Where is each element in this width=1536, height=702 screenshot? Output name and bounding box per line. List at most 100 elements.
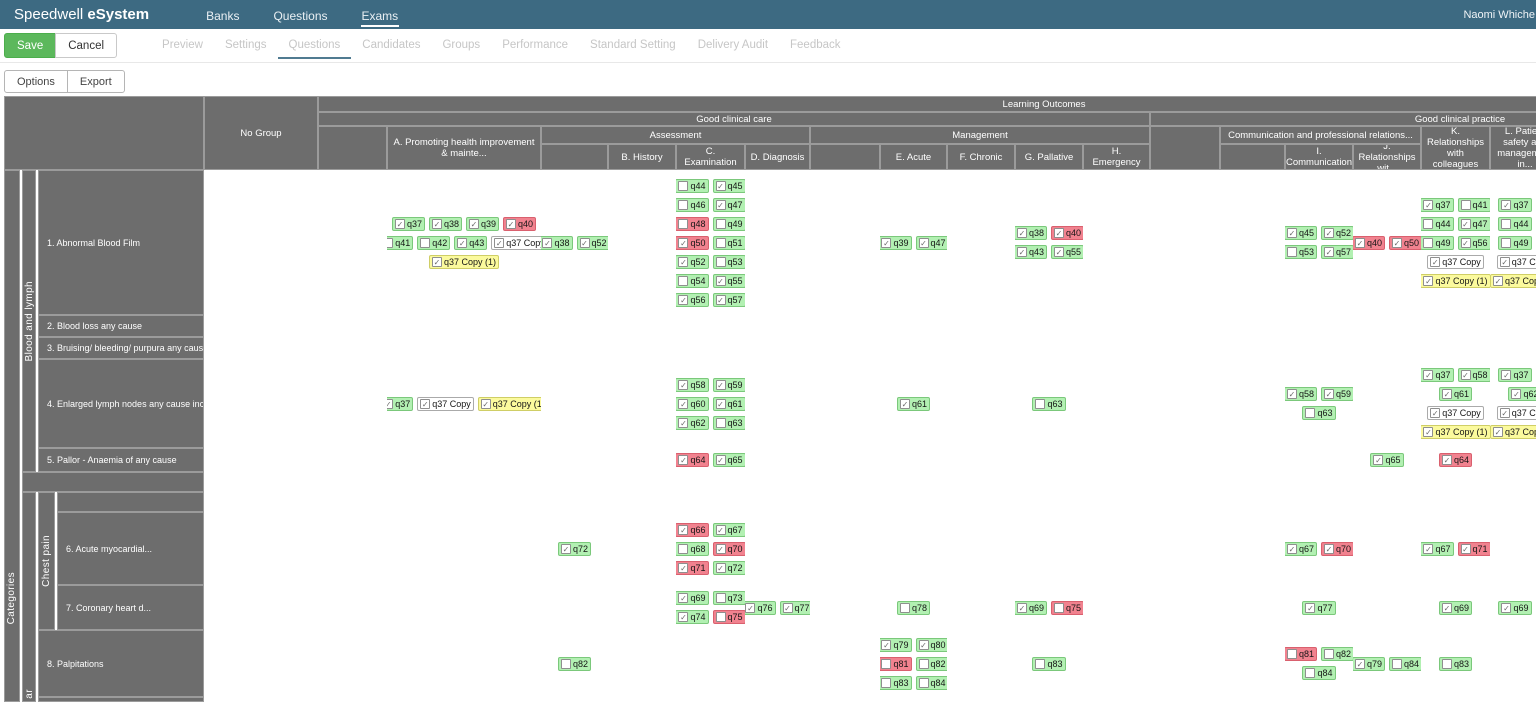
question-chip[interactable]: ✓ q58 — [676, 377, 709, 392]
question-chip[interactable]: ✓q62 — [676, 415, 709, 430]
question-chip[interactable]: q51 — [712, 235, 745, 250]
checkbox-icon[interactable] — [881, 677, 892, 688]
checkbox-icon[interactable]: ✓ — [1324, 543, 1334, 554]
checkbox-icon[interactable] — [1441, 658, 1452, 669]
question-chip[interactable]: ✓ q47 — [1457, 216, 1490, 231]
tab-standard-setting[interactable]: Standard Setting — [590, 39, 676, 51]
question-chip[interactable]: ✓ q55 — [712, 273, 745, 288]
question-chip[interactable]: ✓ q65 — [712, 453, 745, 467]
options-button[interactable]: Options — [4, 70, 68, 93]
question-chip[interactable]: q63 — [712, 415, 745, 430]
checkbox-icon[interactable] — [678, 218, 689, 229]
question-chip[interactable]: q63 — [1302, 406, 1336, 420]
checkbox-icon[interactable] — [1423, 237, 1434, 248]
question-chip[interactable]: q53 — [712, 254, 745, 269]
question-chip[interactable]: ✓ q69 — [1015, 600, 1047, 615]
question-chip[interactable]: q44 — [676, 178, 709, 193]
checkbox-icon[interactable] — [420, 237, 431, 248]
question-chip[interactable]: q73 — [712, 591, 745, 605]
checkbox-icon[interactable]: ✓ — [1016, 228, 1027, 238]
question-chip[interactable]: ✓ q39 — [880, 235, 912, 250]
question-chip[interactable]: ✓q37 — [1421, 197, 1454, 212]
checkbox-icon[interactable] — [918, 658, 929, 669]
checkbox-icon[interactable]: ✓ — [387, 398, 394, 409]
nav-item-banks[interactable]: Banks — [206, 9, 240, 23]
checkbox-icon[interactable]: ✓ — [1492, 427, 1503, 437]
question-chip[interactable]: q44 — [1421, 216, 1454, 231]
question-chip[interactable]: ✓ q61 — [712, 396, 745, 411]
question-chip[interactable]: ✓ q58 — [1457, 368, 1490, 382]
checkbox-icon[interactable]: ✓ — [1324, 247, 1334, 257]
question-chip[interactable]: ✓q37 — [1498, 197, 1532, 212]
question-chip[interactable]: ✓ q59 — [712, 377, 745, 392]
checkbox-icon[interactable]: ✓ — [715, 455, 726, 465]
question-chip[interactable]: ✓q37 Copy (1) — [1421, 425, 1490, 439]
question-chip[interactable]: ✓ q43 — [1015, 245, 1047, 259]
question-chip[interactable]: ✓ q71 — [676, 560, 709, 575]
checkbox-icon[interactable]: ✓ — [678, 524, 689, 535]
nav-item-questions[interactable]: Questions — [273, 9, 328, 23]
question-chip[interactable]: ✓ q69 — [1438, 600, 1473, 615]
question-chip[interactable]: q78 — [896, 600, 931, 615]
question-chip[interactable]: ✓ q70 — [1321, 541, 1353, 556]
question-chip[interactable]: q41 — [1457, 197, 1490, 212]
checkbox-icon[interactable]: ✓ — [457, 237, 468, 248]
question-chip[interactable]: ✓ q38 — [541, 235, 573, 250]
checkbox-icon[interactable]: ✓ — [678, 612, 689, 622]
question-chip[interactable]: ✓ q77 — [1302, 600, 1336, 615]
checkbox-icon[interactable] — [1501, 237, 1512, 248]
checkbox-icon[interactable]: ✓ — [782, 602, 793, 613]
question-chip[interactable]: q75 — [1051, 600, 1083, 615]
tab-delivery-audit[interactable]: Delivery Audit — [697, 39, 769, 51]
checkbox-icon[interactable]: ✓ — [745, 602, 756, 613]
question-chip[interactable]: q49 — [712, 216, 745, 231]
checkbox-icon[interactable]: ✓ — [678, 294, 689, 305]
question-chip[interactable]: q84 — [915, 675, 947, 690]
question-chip[interactable]: ✓q37 Copy — [1427, 254, 1484, 269]
question-chip[interactable]: q42 — [417, 235, 451, 250]
question-chip[interactable]: ✓ q52 — [576, 235, 608, 250]
question-chip[interactable]: q49 — [1421, 235, 1454, 250]
checkbox-icon[interactable] — [715, 593, 726, 603]
checkbox-icon[interactable]: ✓ — [1054, 228, 1064, 238]
question-chip[interactable]: q83 — [1438, 656, 1473, 671]
question-chip[interactable]: ✓ q50 — [1389, 235, 1421, 250]
checkbox-icon[interactable]: ✓ — [715, 524, 726, 535]
checkbox-icon[interactable]: ✓ — [715, 543, 726, 554]
checkbox-icon[interactable]: ✓ — [1430, 408, 1441, 418]
checkbox-icon[interactable]: ✓ — [1499, 256, 1510, 267]
checkbox-icon[interactable]: ✓ — [1286, 543, 1297, 554]
question-chip[interactable]: ✓ q38 — [1015, 226, 1047, 240]
checkbox-icon[interactable] — [715, 237, 726, 248]
checkbox-icon[interactable]: ✓ — [1016, 602, 1027, 613]
question-chip[interactable]: ✓ q59 — [1321, 387, 1353, 401]
checkbox-icon[interactable] — [1501, 218, 1512, 229]
checkbox-icon[interactable]: ✓ — [678, 455, 689, 465]
question-chip[interactable]: ✓ q77 — [779, 600, 810, 615]
checkbox-icon[interactable]: ✓ — [1354, 237, 1365, 248]
question-chip[interactable]: q82 — [915, 656, 947, 671]
tab-questions[interactable]: Questions — [277, 32, 352, 59]
question-chip[interactable]: q81 — [1285, 647, 1317, 661]
question-chip[interactable]: q68 — [676, 541, 709, 556]
tab-preview[interactable]: Preview — [162, 39, 203, 51]
question-chip[interactable]: q63 — [1032, 396, 1066, 411]
question-chip[interactable]: ✓ q45 — [712, 178, 745, 193]
question-chip[interactable]: ✓ q64 — [676, 453, 709, 467]
checkbox-icon[interactable]: ✓ — [1286, 389, 1297, 399]
checkbox-icon[interactable] — [387, 237, 394, 248]
question-chip[interactable]: ✓ q52 — [676, 254, 709, 269]
question-chip[interactable]: ✓q37 Copy — [1427, 406, 1484, 420]
checkbox-icon[interactable]: ✓ — [1511, 389, 1522, 399]
question-chip[interactable]: ✓ q79 — [1353, 656, 1385, 671]
checkbox-icon[interactable]: ✓ — [715, 294, 726, 305]
checkbox-icon[interactable] — [715, 612, 726, 622]
checkbox-icon[interactable] — [678, 199, 689, 210]
question-chip[interactable]: q54 — [676, 273, 709, 288]
checkbox-icon[interactable] — [1035, 398, 1046, 409]
checkbox-icon[interactable]: ✓ — [480, 398, 491, 409]
question-chip[interactable]: ✓ q79 — [880, 637, 912, 652]
question-chip[interactable]: ✓ q72 — [712, 560, 745, 575]
question-chip[interactable]: ✓q37 — [1498, 368, 1532, 382]
checkbox-icon[interactable]: ✓ — [1373, 455, 1384, 465]
